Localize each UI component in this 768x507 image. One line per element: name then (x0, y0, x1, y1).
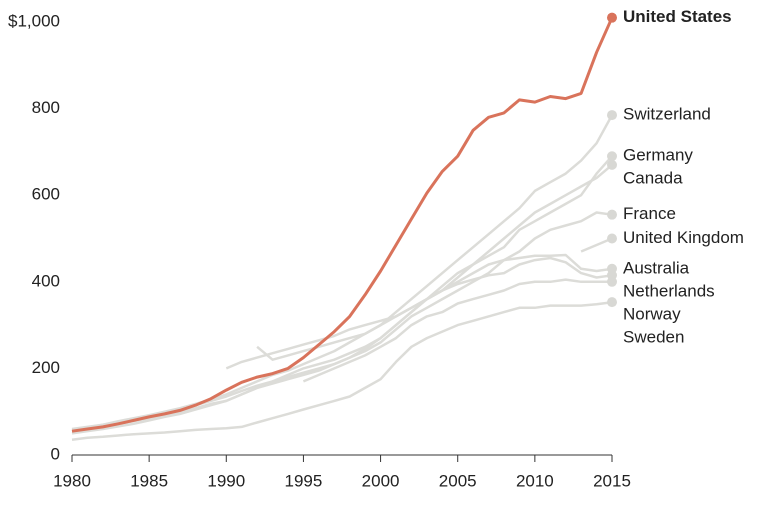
y-tick-label: 200 (32, 358, 60, 377)
series-label: Norway (623, 304, 681, 323)
line (302, 278, 612, 383)
y-tick-label: 0 (51, 444, 60, 463)
y-tick-label: 400 (32, 271, 60, 290)
series-label: Netherlands (623, 281, 715, 300)
end-dot (607, 151, 617, 162)
series-label: United States (623, 7, 732, 26)
end-dot (607, 297, 617, 308)
line (580, 237, 613, 253)
x-tick-label: 2010 (516, 471, 554, 490)
series-label: Germany (623, 146, 693, 165)
series-label: Australia (623, 258, 690, 277)
series-label: Sweden (623, 327, 684, 346)
x-tick-label: 1990 (207, 471, 245, 490)
series-label: Switzerland (623, 105, 711, 124)
highlight-line (71, 17, 614, 433)
x-tick-label: 2005 (439, 471, 477, 490)
y-tick-label: 600 (32, 185, 60, 204)
end-dot (607, 209, 617, 220)
y-tick-label: $1,000 (8, 11, 60, 30)
end-dot (607, 110, 617, 121)
line (71, 300, 613, 442)
line (71, 114, 614, 431)
line (71, 155, 613, 433)
x-tick-label: 1995 (285, 471, 323, 490)
x-tick-label: 1985 (130, 471, 168, 490)
series-label: France (623, 204, 676, 223)
series-label: United Kingdom (623, 228, 744, 247)
end-dot (607, 233, 617, 244)
end-dot (607, 12, 617, 23)
line (71, 211, 613, 435)
series-label: Canada (623, 169, 683, 188)
line (256, 256, 613, 361)
end-dot (607, 276, 617, 287)
end-dot (607, 159, 617, 170)
y-tick-label: 800 (32, 98, 60, 117)
x-tick-label: 2000 (362, 471, 400, 490)
x-tick-label: 1980 (53, 471, 91, 490)
x-tick-label: 2015 (593, 471, 631, 490)
line (71, 163, 613, 432)
